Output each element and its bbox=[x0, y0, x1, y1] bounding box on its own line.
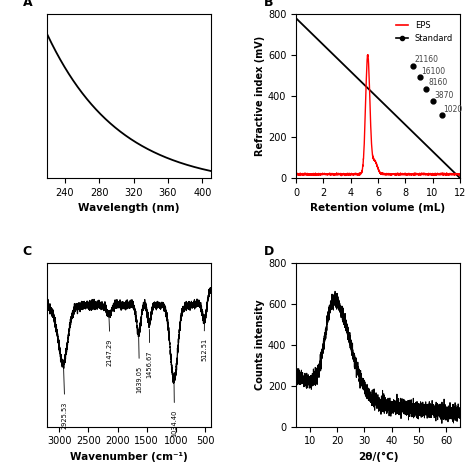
Legend: EPS, Standard: EPS, Standard bbox=[393, 18, 456, 46]
Text: 1020: 1020 bbox=[444, 105, 463, 114]
Text: 2925.53: 2925.53 bbox=[62, 401, 67, 429]
Text: 3870: 3870 bbox=[435, 91, 454, 100]
Y-axis label: Refractive index (mV): Refractive index (mV) bbox=[255, 36, 265, 156]
Text: 1456.67: 1456.67 bbox=[146, 350, 153, 377]
X-axis label: 2θ/(°C): 2θ/(°C) bbox=[358, 452, 398, 462]
Text: 8160: 8160 bbox=[428, 78, 447, 87]
Text: 1639.05: 1639.05 bbox=[136, 366, 142, 393]
Text: 1034.40: 1034.40 bbox=[171, 410, 177, 438]
Text: A: A bbox=[23, 0, 33, 9]
X-axis label: Wavelength (nm): Wavelength (nm) bbox=[79, 203, 180, 213]
X-axis label: Wavenumber (cm⁻¹): Wavenumber (cm⁻¹) bbox=[70, 452, 188, 462]
Text: C: C bbox=[23, 245, 32, 258]
Text: 16100: 16100 bbox=[421, 66, 445, 75]
Text: D: D bbox=[264, 245, 273, 258]
Text: B: B bbox=[264, 0, 273, 9]
Text: 512.51: 512.51 bbox=[201, 338, 207, 362]
Text: 21160: 21160 bbox=[414, 55, 438, 64]
X-axis label: Retention volume (mL): Retention volume (mL) bbox=[310, 203, 446, 213]
Y-axis label: Counts intensity: Counts intensity bbox=[255, 300, 265, 390]
Text: 2147.29: 2147.29 bbox=[107, 339, 113, 366]
